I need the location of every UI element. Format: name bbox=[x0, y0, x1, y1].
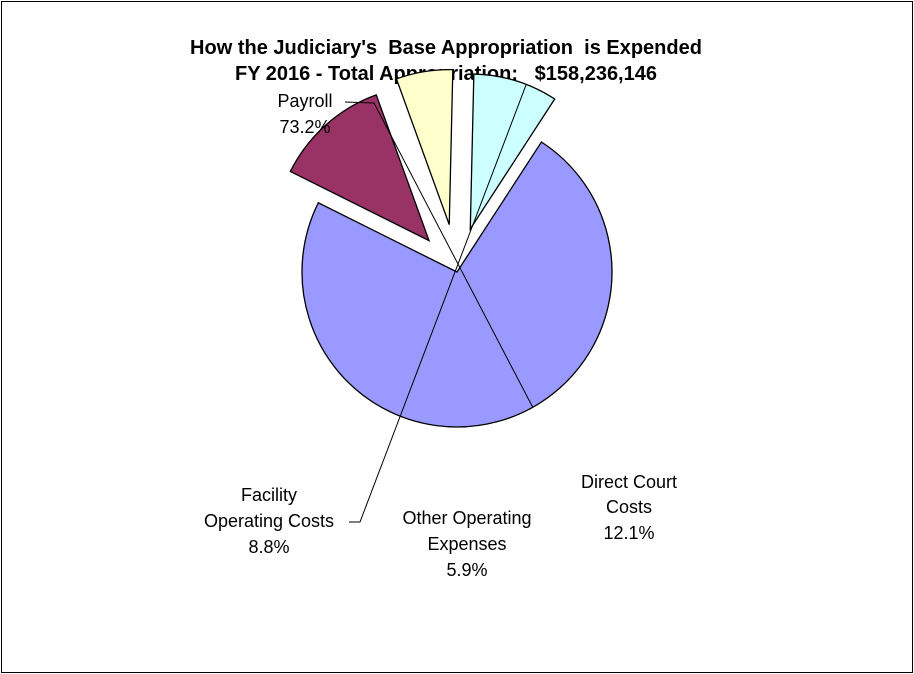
pie-slice-payroll bbox=[301, 141, 613, 428]
leader-line-payroll bbox=[344, 101, 534, 408]
leader-lines bbox=[344, 84, 534, 523]
slice-label-facility-operating-costs-line-2: Operating Costs bbox=[204, 511, 334, 531]
pie-slice-facility-operating-costs bbox=[469, 73, 556, 232]
slice-label-other-operating-expenses-line-1: Other Operating bbox=[402, 508, 531, 528]
slice-label-facility-operating-costs-line-1: Facility bbox=[241, 485, 297, 505]
pie-slices bbox=[289, 69, 613, 428]
chart-title-line-1: How the Judiciary's Base Appropriation i… bbox=[190, 37, 702, 59]
pie-slice-direct-court-costs bbox=[289, 94, 431, 242]
slice-percent-payroll: 73.2% bbox=[279, 117, 330, 137]
leader-line-facility-operating-costs bbox=[349, 84, 527, 523]
slice-label-direct-court-costs-line-1: Direct Court bbox=[581, 472, 677, 492]
slice-percent-direct-court-costs: 12.1% bbox=[603, 523, 654, 543]
slice-label-payroll: Payroll bbox=[277, 91, 332, 111]
pie-slice-other-operating-expenses bbox=[395, 69, 454, 225]
slice-percent-facility-operating-costs: 8.8% bbox=[248, 537, 289, 557]
slice-label-other-operating-expenses-line-2: Expenses bbox=[427, 534, 506, 554]
slice-label-direct-court-costs-line-2: Costs bbox=[606, 497, 652, 517]
slice-percent-other-operating-expenses: 5.9% bbox=[446, 560, 487, 580]
